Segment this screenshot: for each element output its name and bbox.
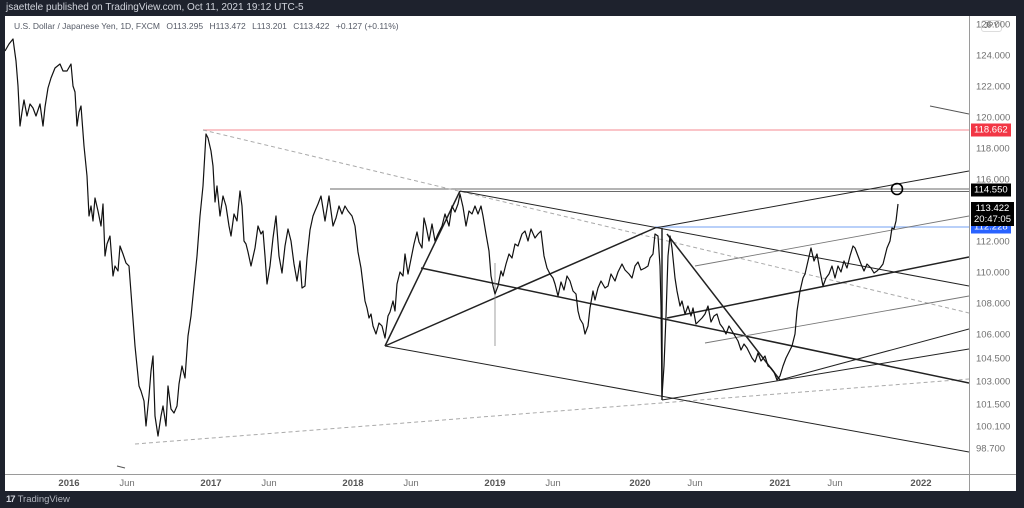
symbol-name: U.S. Dollar / Japanese Yen, 1D, FXCM: [14, 21, 160, 31]
y-tick: 116.000: [976, 174, 1010, 186]
ohlc-change: +0.127 (+0.11%): [335, 21, 399, 31]
y-tick: 106.000: [976, 329, 1011, 341]
y-tick: 118.000: [976, 143, 1010, 155]
bar-countdown: 20:47:05: [974, 214, 1011, 225]
pitchfork-2018[interactable]: [384, 190, 969, 453]
price-plot[interactable]: [5, 16, 969, 474]
x-tick-month: Jun: [403, 478, 419, 489]
ohlc-close: C113.422: [293, 21, 330, 31]
x-tick-month: Jun: [827, 478, 843, 489]
x-tick-month: Jun: [687, 478, 703, 489]
dashed-trendline-upper[interactable]: [202, 129, 969, 314]
time-axis[interactable]: 2016 Jun 2017 Jun 2018 Jun 2019 Jun 2020…: [5, 474, 1016, 491]
x-tick-month: Jun: [119, 478, 135, 489]
ohlc-open: O113.295: [166, 21, 204, 31]
target-circle-marker[interactable]: [890, 182, 904, 196]
red-level-price-label: 118.662: [971, 123, 1011, 137]
x-tick-month: Jun: [545, 478, 561, 489]
currency-badge[interactable]: JPY: [981, 20, 1002, 32]
dashed-trendline-lower[interactable]: [134, 378, 969, 445]
y-tick: 104.500: [976, 353, 1011, 365]
ohlc-high: H113.472: [209, 21, 246, 31]
x-tick-month: Jun: [261, 478, 277, 489]
x-tick-year: 2018: [342, 478, 364, 489]
x-tick-year: 2019: [484, 478, 506, 489]
y-tick: 112.000: [976, 236, 1010, 248]
axis-corner-divider: [969, 475, 970, 491]
x-tick-year: 2016: [58, 478, 80, 489]
brand-name: TradingView: [17, 494, 70, 505]
symbol-legend: U.S. Dollar / Japanese Yen, 1D, FXCM O11…: [14, 21, 403, 31]
black-level-price-label: 114.550: [971, 183, 1011, 197]
pitchfork-2020[interactable]: [654, 170, 969, 401]
tradingview-brand[interactable]: 17 TradingView: [6, 494, 70, 505]
tradingview-logo-icon: 17: [6, 494, 16, 505]
y-tick: 126.000: [976, 19, 1011, 31]
axis-edge-mark: [116, 465, 126, 469]
x-tick-year: 2020: [629, 478, 651, 489]
price-series-line[interactable]: [5, 38, 899, 437]
last-price-value: 113.422: [975, 203, 1010, 214]
publisher-caption: jsaettele published on TradingView.com, …: [6, 2, 304, 13]
y-tick: 103.000: [976, 376, 1011, 388]
y-tick: 108.000: [976, 298, 1011, 310]
y-tick: 110.000: [976, 267, 1010, 279]
y-tick: 100.100: [976, 421, 1011, 433]
x-tick-year: 2022: [910, 478, 932, 489]
ohlc-low: L113.201: [252, 21, 287, 31]
x-tick-year: 2017: [200, 478, 222, 489]
x-tick-year: 2021: [769, 478, 791, 489]
y-tick: 120.000: [976, 112, 1011, 124]
y-tick: 124.000: [976, 50, 1011, 62]
upper-right-trendline[interactable]: [929, 105, 969, 115]
last-price-label: 113.422 20:47:05: [971, 202, 1014, 226]
chart-frame[interactable]: U.S. Dollar / Japanese Yen, 1D, FXCM O11…: [5, 16, 1016, 491]
y-tick: 122.000: [976, 81, 1011, 93]
y-tick: 98.700: [976, 443, 1006, 455]
y-tick: 101.500: [976, 399, 1011, 411]
price-axis[interactable]: JPY 126.000 124.000 122.000 120.000 118.…: [969, 16, 1016, 474]
